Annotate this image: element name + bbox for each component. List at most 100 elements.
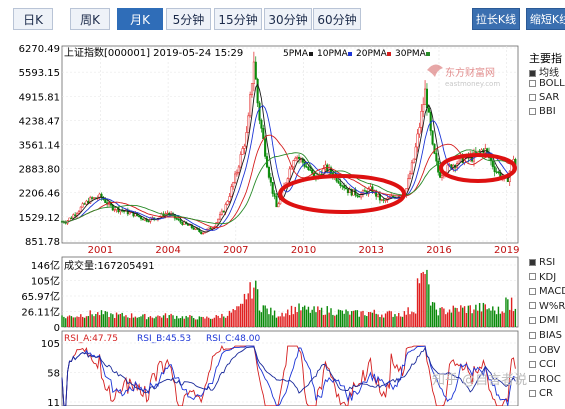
sub-indicator-bias[interactable]: BIAS (529, 330, 562, 341)
volume-bar (279, 316, 281, 327)
eastmoney-watermark: 东方财富网 eastmoney.com (427, 64, 500, 88)
candle-body (243, 145, 246, 149)
volume-bar (66, 316, 69, 327)
checkbox-icon[interactable] (529, 107, 536, 115)
tab-week-k[interactable]: 周K (70, 8, 110, 30)
sub-indicator-obv[interactable]: OBV (529, 345, 560, 356)
chart-svg: 851.78 1529.12 2206.46 2883.80 3561.14 4238.4… (19, 44, 528, 409)
sub-indicator-roc[interactable]: ROC (529, 374, 561, 385)
checkbox-icon[interactable] (529, 316, 536, 324)
stretch-kline-button[interactable]: 拉长K线 (472, 8, 520, 30)
main-indicator-sar[interactable]: SAR (529, 92, 559, 103)
volume-bar (512, 311, 515, 327)
volume-bar (232, 309, 234, 327)
candle-body (416, 133, 419, 148)
volume-bar (341, 310, 343, 327)
checkbox-icon[interactable] (529, 375, 536, 383)
checkbox-icon[interactable] (529, 93, 536, 101)
volume-bar (441, 307, 443, 327)
volume-bar (493, 310, 496, 327)
volume-bar (367, 312, 370, 327)
checkbox-icon[interactable] (529, 273, 536, 281)
volume-bar (430, 305, 432, 327)
candle-body (491, 160, 494, 167)
volume-bar (83, 317, 86, 327)
volume-bar (313, 306, 315, 327)
sub-indicator-cci[interactable]: CCI (529, 359, 556, 370)
candle-body (234, 173, 237, 183)
sub-indicator-cr[interactable]: CR (529, 388, 553, 399)
volume-bar (320, 307, 323, 327)
volume-bar (285, 313, 287, 327)
sub-indicator-wr[interactable]: W%R (529, 301, 565, 312)
volume-bar (467, 305, 470, 327)
sub-indicator-dmi[interactable]: DMI (529, 315, 558, 326)
ma30-swatch (426, 52, 430, 56)
checkbox-icon[interactable] (529, 389, 536, 397)
indicator-label: BBI (539, 106, 556, 117)
checkbox-icon[interactable] (529, 69, 536, 77)
volume-bar (292, 314, 295, 327)
volume-bar (360, 311, 362, 327)
checkbox-icon[interactable] (529, 79, 536, 87)
volume-bar (65, 318, 67, 327)
volume-bar (352, 310, 355, 327)
volume-bar (364, 315, 366, 327)
volume-bar (162, 315, 165, 327)
main-indicator-boll[interactable]: BOLL (529, 78, 565, 89)
rsi-y-tick-label: 58 (47, 369, 60, 380)
candle-body (388, 197, 391, 199)
checkbox-icon[interactable] (529, 258, 536, 266)
candle-body (369, 186, 372, 190)
volume-bar (138, 317, 140, 327)
candle-body (311, 169, 314, 174)
candle-body (424, 88, 427, 105)
volume-bar (303, 305, 306, 327)
volume-bar (196, 319, 199, 327)
indicator-label: CR (539, 388, 553, 400)
checkbox-icon[interactable] (529, 360, 536, 368)
sub-indicator-rsi[interactable]: RSI (529, 257, 555, 268)
volume-bar (345, 309, 347, 327)
candle-body (277, 203, 280, 208)
main-indicator-bbi[interactable]: BBI (529, 106, 556, 117)
watermark-brand: 东方财富网 (445, 66, 495, 79)
tab-15min[interactable]: 15分钟 (214, 8, 262, 30)
volume-bar (461, 307, 464, 327)
watermark-url: eastmoney.com (445, 80, 500, 88)
candle-body (363, 190, 366, 192)
volume-bar (155, 316, 157, 327)
tab-30min[interactable]: 30分钟 (264, 8, 312, 30)
sub-indicator-kdj[interactable]: KDJ (529, 272, 556, 283)
candle-body (384, 199, 387, 202)
volume-bar (473, 309, 475, 327)
indicator-label: KDJ (539, 271, 557, 283)
volume-bar (262, 305, 264, 327)
volume-bar (200, 316, 202, 327)
tab-5min[interactable]: 5分钟 (166, 8, 211, 30)
indicator-label: BOLL (539, 78, 565, 89)
tab-60min[interactable]: 60分钟 (313, 8, 361, 30)
zhihu-watermark: 知乎 @自言者说 (432, 372, 527, 388)
checkbox-icon[interactable] (529, 287, 536, 295)
volume-bar (458, 311, 460, 327)
sub-indicator-macd[interactable]: MACD (529, 286, 565, 297)
checkbox-icon[interactable] (529, 302, 536, 310)
main-indicator-[interactable]: 均线 (529, 64, 559, 79)
checkbox-icon[interactable] (529, 346, 536, 354)
volume-y-tick-label: 105亿 (31, 275, 60, 288)
volume-bar (209, 318, 212, 327)
tab-month-k[interactable]: 月K (117, 8, 163, 30)
shorten-kline-button[interactable]: 缩短K线 (526, 8, 565, 30)
volume-bar (401, 316, 404, 327)
volume-bar (369, 312, 372, 327)
checkbox-icon[interactable] (529, 331, 536, 339)
volume-label: 成交量:167205491 (64, 259, 155, 272)
volume-bar (123, 316, 125, 327)
candle-body (358, 196, 361, 198)
candle-body (258, 102, 261, 121)
ma10-swatch (348, 52, 352, 56)
tab-day-k[interactable]: 日K (13, 8, 53, 30)
volume-bar (418, 283, 421, 327)
stock-chart[interactable]: 851.78 1529.12 2206.46 2883.80 3561.14 4238.4… (0, 38, 528, 409)
